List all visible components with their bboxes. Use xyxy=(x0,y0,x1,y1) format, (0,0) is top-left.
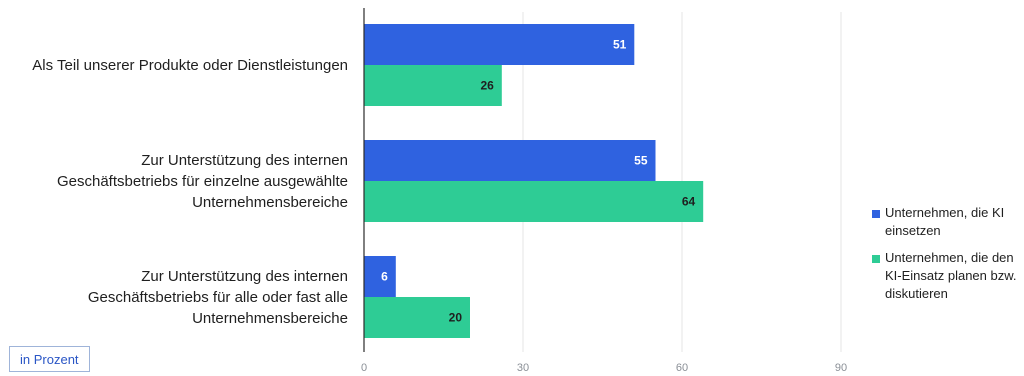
bar xyxy=(364,297,470,338)
legend-swatch-planen xyxy=(872,255,880,263)
legend-item-planen: Unternehmen, die den KI-Einsatz planen b… xyxy=(872,249,1022,303)
bar-value-label: 20 xyxy=(449,311,463,325)
bar xyxy=(364,24,635,65)
bar xyxy=(364,181,704,222)
bars: 51 55 6 26 64 20 xyxy=(364,24,704,338)
category-label: Als Teil unserer Produkte oder Dienstlei… xyxy=(32,57,348,74)
x-tick-label: 30 xyxy=(517,362,529,374)
category-label: Unternehmensbereiche xyxy=(192,310,348,327)
category-label: Geschäftsbetriebs für einzelne ausgewähl… xyxy=(57,173,348,190)
bar-value-label: 26 xyxy=(480,79,494,93)
bar xyxy=(364,140,656,181)
legend-item-einsetzen: Unternehmen, die KI einsetzen xyxy=(872,204,1022,240)
x-tick-label: 0 xyxy=(361,362,367,374)
bar-value-label: 64 xyxy=(682,195,696,209)
category-label: Zur Unterstützung des internen xyxy=(141,152,348,169)
x-tick-label: 60 xyxy=(676,362,688,374)
bar-value-label: 51 xyxy=(613,38,627,52)
bar-value-label: 6 xyxy=(381,270,388,284)
bar xyxy=(364,65,502,106)
category-label: Geschäftsbetriebs für alle oder fast all… xyxy=(88,289,348,306)
bar xyxy=(364,256,396,297)
x-tick-label: 90 xyxy=(835,362,847,374)
category-labels: Als Teil unserer Produkte oder Dienstlei… xyxy=(32,57,348,327)
category-label: Unternehmensbereiche xyxy=(192,194,348,211)
legend-label-einsetzen: Unternehmen, die KI einsetzen xyxy=(885,205,1005,238)
bar-value-label: 55 xyxy=(634,154,648,168)
unit-label: in Prozent xyxy=(9,346,90,372)
x-axis-ticks: 0 30 60 90 xyxy=(361,362,847,374)
category-label: Zur Unterstützung des internen xyxy=(141,268,348,285)
legend-label-planen: Unternehmen, die den KI-Einsatz planen b… xyxy=(885,250,1017,301)
legend: Unternehmen, die KI einsetzen Unternehme… xyxy=(872,204,1022,312)
legend-swatch-einsetzen xyxy=(872,210,880,218)
